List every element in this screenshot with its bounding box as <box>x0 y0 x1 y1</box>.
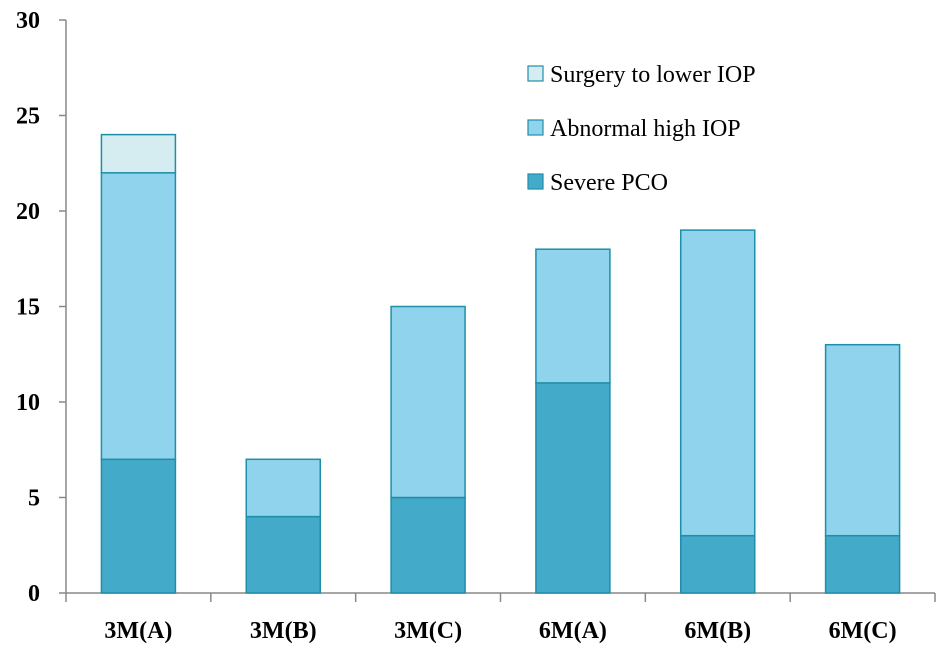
bars <box>100 133 901 594</box>
x-category-label: 6M(C) <box>829 618 897 644</box>
bar-segment <box>824 343 901 537</box>
y-tick-label: 30 <box>16 8 40 34</box>
y-tick-label: 25 <box>16 104 40 130</box>
y-tick-label: 20 <box>16 199 40 225</box>
legend-label: Abnormal high IOP <box>550 116 741 142</box>
x-category-label: 6M(A) <box>539 618 607 644</box>
bar-segment <box>535 248 611 384</box>
legend-swatch <box>527 173 544 190</box>
x-category-label: 3M(A) <box>104 618 172 644</box>
bar-segment <box>824 534 901 594</box>
bar-segment <box>245 515 321 594</box>
bar-segment <box>390 496 466 594</box>
legend: Surgery to lower IOP Abnormal high IOP Sev… <box>527 62 756 196</box>
legend-swatch <box>527 119 544 136</box>
bar-segment <box>390 305 466 499</box>
bar-segment <box>100 172 177 461</box>
y-ticks: 0 5 10 15 20 25 30 <box>16 8 66 607</box>
axes <box>65 20 936 602</box>
legend-swatch <box>527 65 544 82</box>
bar-segment <box>100 133 177 174</box>
legend-label: Surgery to lower IOP <box>550 62 756 88</box>
bar-segment <box>245 458 321 518</box>
legend-label: Severe PCO <box>550 170 668 196</box>
y-tick-label: 0 <box>28 581 40 607</box>
bar-segment <box>535 382 611 594</box>
x-category-label: 3M(C) <box>394 618 462 644</box>
y-tick-label: 15 <box>16 295 40 321</box>
bar-segment <box>100 458 177 594</box>
y-tick-label: 10 <box>16 390 40 416</box>
bar-segment <box>680 229 756 537</box>
bar-segment <box>680 534 756 594</box>
x-category-label: 6M(B) <box>684 618 751 644</box>
x-categories: 3M(A) 3M(B) 3M(C) 6M(A) 6M(B) 6M(C) <box>104 618 896 644</box>
y-tick-label: 5 <box>28 486 40 512</box>
x-category-label: 3M(B) <box>250 618 317 644</box>
